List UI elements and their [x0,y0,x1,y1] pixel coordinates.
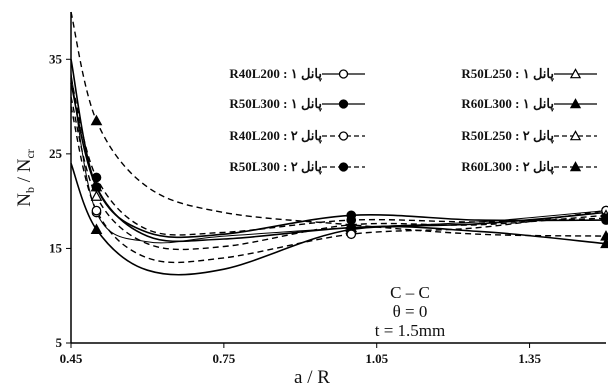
legend-label: R50L300 : پانل ۱ [229,96,322,112]
series-point [90,223,103,234]
x-tick-label: 1.35 [518,351,541,366]
legend-marker [338,131,349,141]
series-point [91,205,102,216]
series-point [91,182,102,192]
legend-marker [569,98,582,109]
series-point [601,213,608,224]
legend-label: R50L250 : پانل ۲ [461,128,554,144]
legend-label: R50L250 : پانل ۱ [461,66,554,82]
y-tick-label: 5 [56,335,63,350]
series-point [600,237,608,249]
legend-label: R60L300 : پانل ۲ [461,159,554,175]
y-tick-label: 25 [49,146,63,161]
annotation-line-1: C – C [390,283,430,302]
x-tick-label: 0.45 [60,351,83,366]
annotation-line-3: t = 1.5mm [375,321,446,340]
y-tick-label: 35 [49,51,63,66]
ticks: 0.45 0.75 1.05 1.35 5 15 25 35 [49,51,541,366]
series-point [346,229,357,240]
legend-marker [569,68,582,79]
legend-marker [569,130,582,141]
legend-label: R50L300 : پانل ۲ [229,159,322,175]
series-line [70,59,607,239]
series-point [345,218,358,230]
y-axis-label: Nb / Ncr [14,149,37,207]
series-line [70,106,607,264]
x-tick-label: 1.05 [365,351,388,366]
legend-label: R40L200 : پانل ۱ [229,66,322,82]
y-tick-label: 15 [49,240,63,255]
series-point [90,190,103,201]
legend-marker [338,99,349,109]
plot-markers [90,114,608,249]
series-point [90,114,103,126]
legend-marker [338,162,349,172]
legend: R40L200 : پانل ۱ R50L250 : پانل ۱ R50L300 … [229,66,597,175]
legend-label: R60L300 : پانل ۱ [461,96,554,112]
series-line [70,163,607,276]
series-point [91,172,102,183]
series-line [70,11,607,237]
x-axis-label: a / R [294,367,330,387]
annotation-line-2: θ = 0 [393,302,428,321]
legend-marker [569,161,582,172]
x-tick-label: 0.75 [212,351,235,366]
legend-label: R40L200 : پانل ۲ [229,128,322,144]
legend-marker [338,69,349,79]
series-point [600,230,608,241]
plot-lines [70,11,607,276]
